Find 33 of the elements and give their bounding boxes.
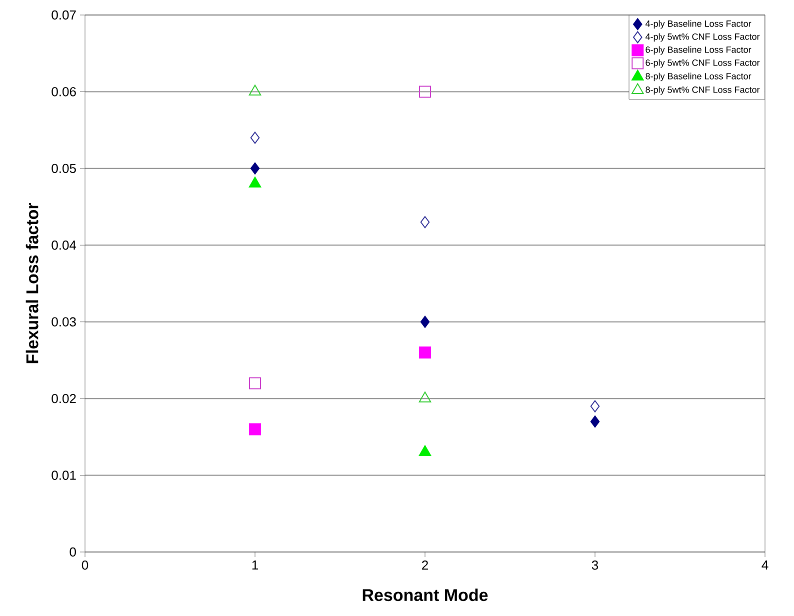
point [249, 423, 262, 436]
x-axis-title: Resonant Mode [362, 588, 488, 602]
point [248, 84, 262, 96]
point [249, 377, 262, 390]
point [420, 316, 430, 328]
point [250, 132, 260, 144]
x-tick-label: 2 [422, 560, 428, 570]
y-tick-label: 0.04 [52, 240, 76, 250]
legend-label: 6-ply 5wt% CNF Loss Factor [646, 59, 760, 68]
point [420, 216, 430, 228]
legend-label: 4-ply Baseline Loss Factor [645, 20, 752, 29]
legend-label: 8-ply 5wt% CNF Loss Factor [646, 86, 760, 95]
point [590, 416, 600, 428]
legend-label: 4-ply 5wt% CNF Loss Factor [645, 33, 760, 42]
y-axis-title: Flexural Loss factor [26, 203, 38, 364]
y-tick-label: 0 [70, 547, 76, 557]
point [250, 162, 260, 174]
x-tick-label: 0 [82, 560, 88, 570]
y-tick-label: 0.06 [52, 87, 76, 96]
legend-label: 6-ply Baseline Loss Factor [646, 46, 752, 55]
point [590, 400, 600, 412]
legend-label: 8-ply Baseline Loss Factor [646, 72, 752, 82]
point [419, 86, 432, 98]
y-tick-label: 0.05 [52, 164, 76, 174]
y-tick-label: 0.01 [52, 470, 76, 480]
point [248, 176, 262, 188]
point [419, 346, 432, 359]
y-tick-label: 0.07 [52, 10, 76, 20]
y-tick-label: 0.03 [52, 317, 76, 326]
x-tick-label: 4 [762, 560, 768, 570]
x-tick-label: 1 [252, 560, 258, 570]
y-tick-label: 0.02 [52, 394, 76, 404]
x-tick-label: 3 [592, 560, 598, 570]
